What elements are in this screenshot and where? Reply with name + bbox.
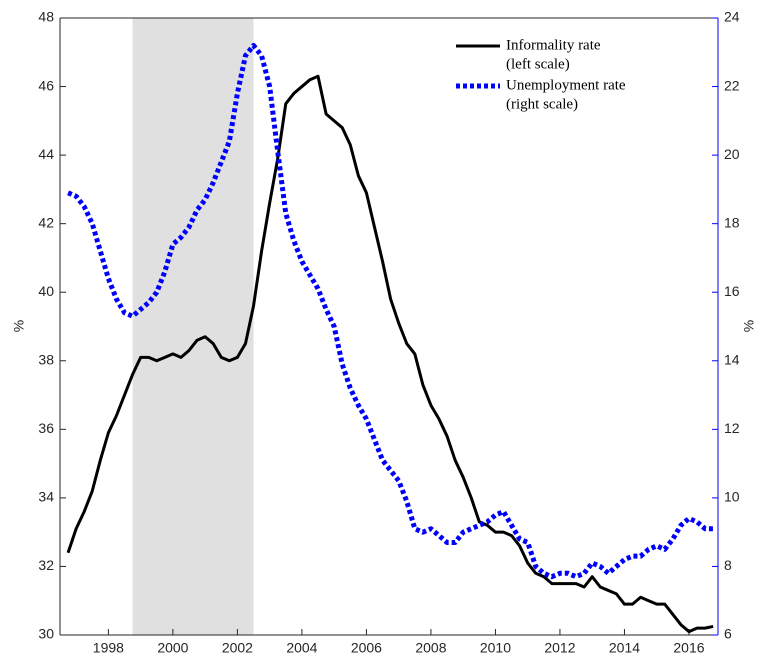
- x-tick-label: 2002: [222, 640, 253, 656]
- series-line: [67, 42, 714, 580]
- x-tick-label: 2008: [415, 640, 446, 656]
- legend-scale: (left scale): [506, 56, 570, 72]
- y-tick-label: 40: [38, 283, 54, 299]
- y2-tick-label: 24: [724, 9, 740, 25]
- x-tick-label: 2014: [609, 640, 640, 656]
- legend-scale: (right scale): [506, 96, 578, 112]
- y2-tick-label: 8: [724, 557, 732, 573]
- y2-axis-label: %: [741, 320, 757, 332]
- x-tick-label: 2004: [286, 640, 317, 656]
- y-axis-label: %: [11, 320, 27, 332]
- y2-tick-label: 6: [724, 626, 732, 642]
- y-tick-label: 30: [38, 626, 54, 642]
- x-tick-label: 2010: [480, 640, 511, 656]
- y-tick-label: 46: [38, 77, 54, 93]
- y2-tick-label: 10: [724, 489, 740, 505]
- y2-tick-label: 22: [724, 77, 740, 93]
- y-tick-label: 38: [38, 351, 54, 367]
- x-tick-label: 2012: [544, 640, 575, 656]
- y-tick-label: 48: [38, 9, 54, 25]
- y-tick-label: 44: [38, 146, 54, 162]
- y-tick-label: 32: [38, 557, 54, 573]
- y-tick-label: 36: [38, 420, 54, 436]
- x-tick-label: 2000: [157, 640, 188, 656]
- y2-tick-label: 20: [724, 146, 740, 162]
- x-tick-label: 2006: [351, 640, 382, 656]
- x-tick-label: 1998: [93, 640, 124, 656]
- shaded-region: [132, 18, 254, 635]
- y2-tick-label: 14: [724, 351, 740, 367]
- y2-tick-label: 16: [724, 283, 740, 299]
- y2-tick-label: 12: [724, 420, 740, 436]
- legend-label: Unemployment rate: [506, 77, 626, 93]
- series-line: [66, 74, 714, 634]
- y-tick-label: 42: [38, 214, 54, 230]
- x-tick-label: 2016: [673, 640, 704, 656]
- legend-label: Informality rate: [506, 37, 601, 53]
- y-tick-label: 34: [38, 489, 54, 505]
- y2-tick-label: 18: [724, 214, 740, 230]
